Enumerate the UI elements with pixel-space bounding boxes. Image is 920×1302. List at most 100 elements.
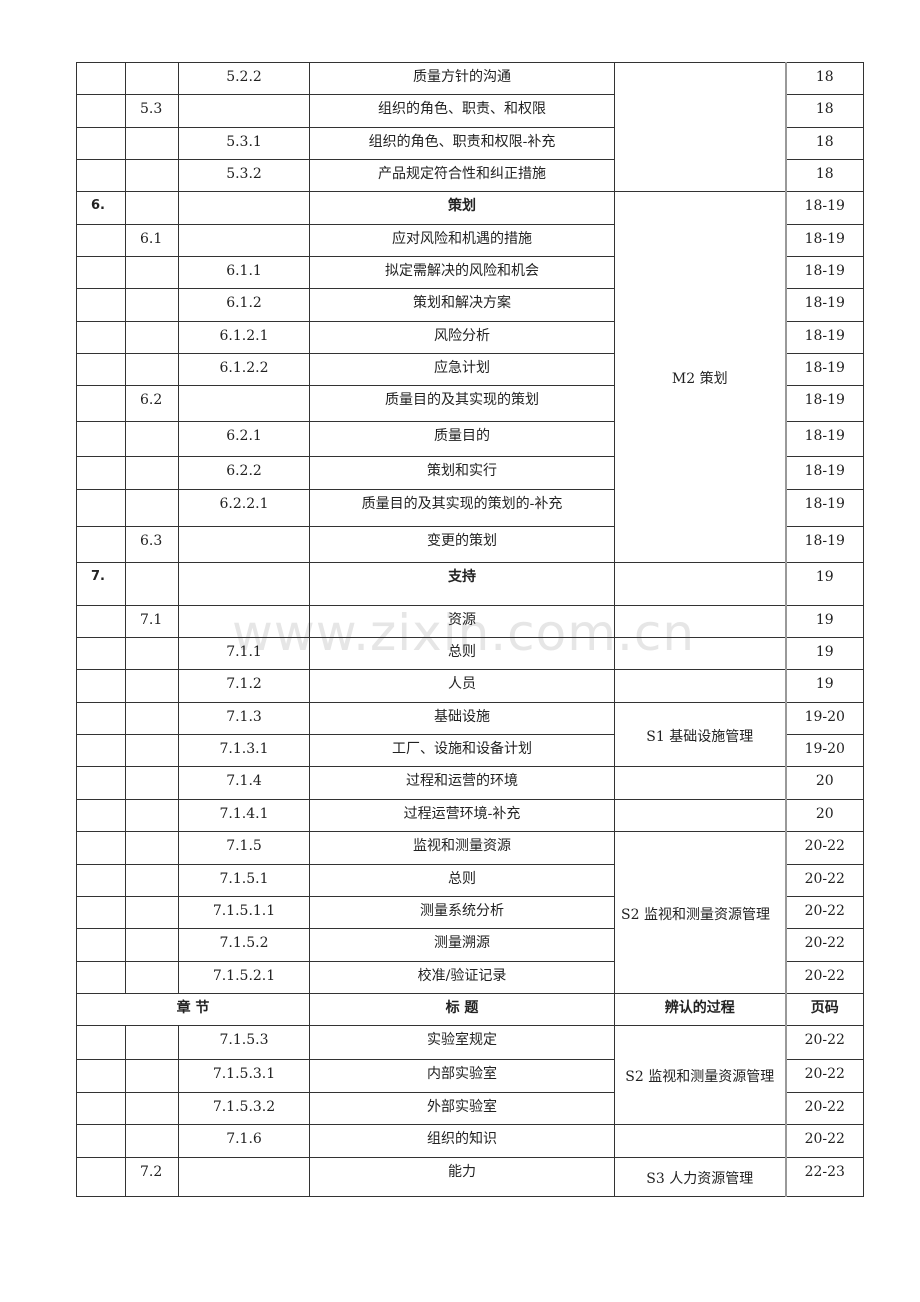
chapter-level-1	[76, 456, 126, 490]
chapter-level-3: 6.1.1	[178, 256, 310, 289]
clause-title: 应急计划	[309, 353, 615, 386]
process-cell	[614, 562, 786, 606]
table-row: 6. 策划 M2 策划 18-19	[76, 191, 864, 563]
page-number: 18-19	[784, 256, 864, 289]
process-cell	[614, 799, 786, 832]
chapter-level-1	[76, 94, 126, 128]
chapter-level-1	[76, 489, 126, 527]
chapter-level-1	[76, 1059, 126, 1093]
chapter-level-3: 7.1.2	[178, 669, 310, 703]
header-page: 页码	[784, 993, 864, 1026]
clause-title: 过程运营环境-补充	[309, 799, 615, 832]
chapter-level-3	[178, 224, 310, 257]
header-process: 辨认的过程	[614, 993, 786, 1026]
header-chapter: 章 节	[76, 993, 310, 1026]
chapter-level-2	[125, 256, 179, 289]
page-number: 19	[784, 605, 864, 638]
chapter-level-1	[76, 1157, 126, 1197]
chapter-level-2	[125, 864, 179, 897]
table-row: 7.1 资源 19	[76, 605, 864, 638]
table-row: 7.1.5.1.1 测量系统分析 20-22	[76, 896, 864, 929]
clause-title: 策划和实行	[309, 456, 615, 490]
chapter-level-2	[125, 127, 179, 160]
clause-title: 质量目的及其实现的策划	[309, 385, 615, 422]
table-row: 7.1.1 总则 19	[76, 637, 864, 670]
header-title: 标 题	[309, 993, 615, 1026]
chapter-level-3	[178, 526, 310, 563]
page-number: 20-22	[784, 831, 864, 865]
page-number: 18-19	[784, 421, 864, 457]
table-row: 5.3 组织的角色、职责、和权限 18	[76, 94, 864, 128]
chapter-level-3: 5.3.1	[178, 127, 310, 160]
table-row: 7.1.4.1 过程运营环境-补充 20	[76, 799, 864, 832]
chapter-level-1	[76, 421, 126, 457]
table-row: 6.1 应对风险和机遇的措施 18-19	[76, 224, 864, 257]
clause-title: 应对风险和机遇的措施	[309, 224, 615, 257]
page-number: 19-20	[784, 702, 864, 735]
chapter-level-1	[76, 734, 126, 767]
table-row: 7.1.5 监视和测量资源 S2 监视和测量资源管理 20-22	[76, 831, 864, 994]
chapter-level-3: 7.1.5.1.1	[178, 896, 310, 929]
chapter-level-3	[178, 1157, 310, 1197]
chapter-level-2	[125, 288, 179, 322]
chapter-level-3: 6.2.2	[178, 456, 310, 490]
table-row: 6.3 变更的策划 18-19	[76, 526, 864, 563]
chapter-level-1	[76, 256, 126, 289]
chapter-level-1	[76, 288, 126, 322]
chapter-level-3: 7.1.5.3	[178, 1025, 310, 1060]
clause-title: 支持	[309, 562, 615, 606]
clause-process-table: 5.2.2 质量方针的沟通 18 5.3 组织的角色、职责、和权限 18 5.3.1 组织的角…	[76, 62, 864, 1197]
chapter-level-3: 7.1.3.1	[178, 734, 310, 767]
page-number: 20-22	[784, 864, 864, 897]
clause-title: 总则	[309, 637, 615, 670]
page-number: 18-19	[784, 353, 864, 386]
chapter-level-1: 6.	[76, 191, 126, 225]
chapter-level-1	[76, 321, 126, 354]
table-row: 7.1.5.3.1 内部实验室 20-22	[76, 1059, 864, 1093]
chapter-level-2	[125, 321, 179, 354]
clause-title: 过程和运营的环境	[309, 766, 615, 800]
clause-title: 工厂、设施和设备计划	[309, 734, 615, 767]
chapter-level-3: 7.1.5	[178, 831, 310, 865]
chapter-level-3: 7.1.4	[178, 766, 310, 800]
chapter-level-3: 6.1.2.2	[178, 353, 310, 386]
clause-title: 校准/验证记录	[309, 961, 615, 994]
clause-title: 风险分析	[309, 321, 615, 354]
chapter-level-2	[125, 1025, 179, 1060]
clause-title: 内部实验室	[309, 1059, 615, 1093]
chapter-level-3: 6.1.2.1	[178, 321, 310, 354]
page-number: 20	[784, 799, 864, 832]
chapter-level-1	[76, 1092, 126, 1125]
clause-title: 基础设施	[309, 702, 615, 735]
chapter-level-1	[76, 864, 126, 897]
chapter-level-1	[76, 385, 126, 422]
chapter-level-1	[76, 831, 126, 865]
chapter-level-3: 5.2.2	[178, 62, 310, 95]
clause-title: 质量目的	[309, 421, 615, 457]
chapter-level-1	[76, 1025, 126, 1060]
clause-title: 人员	[309, 669, 615, 703]
chapter-level-2: 7.1	[125, 605, 179, 638]
process-cell	[614, 605, 786, 638]
chapter-level-2	[125, 489, 179, 527]
page-number: 18-19	[784, 385, 864, 422]
table-row: 7.1.5.3 实验室规定 S2 监视和测量资源管理 20-22	[76, 1025, 864, 1125]
chapter-level-2	[125, 353, 179, 386]
clause-title: 产品规定符合性和纠正措施	[309, 159, 615, 192]
clause-title: 测量系统分析	[309, 896, 615, 929]
table-row: 6.2.1 质量目的 18-19	[76, 421, 864, 457]
chapter-level-1	[76, 928, 126, 962]
clause-title: 监视和测量资源	[309, 831, 615, 865]
clause-title: 组织的角色、职责和权限-补充	[309, 127, 615, 160]
process-cell: M2 策划	[614, 191, 786, 563]
chapter-level-2	[125, 961, 179, 994]
page-number: 19	[784, 637, 864, 670]
page-number: 18-19	[784, 489, 864, 527]
chapter-level-1	[76, 896, 126, 929]
process-cell	[614, 669, 786, 703]
clause-title: 策划	[309, 191, 615, 225]
clause-title: 组织的知识	[309, 1124, 615, 1158]
chapter-level-1	[76, 224, 126, 257]
clause-title: 测量溯源	[309, 928, 615, 962]
chapter-level-1	[76, 605, 126, 638]
